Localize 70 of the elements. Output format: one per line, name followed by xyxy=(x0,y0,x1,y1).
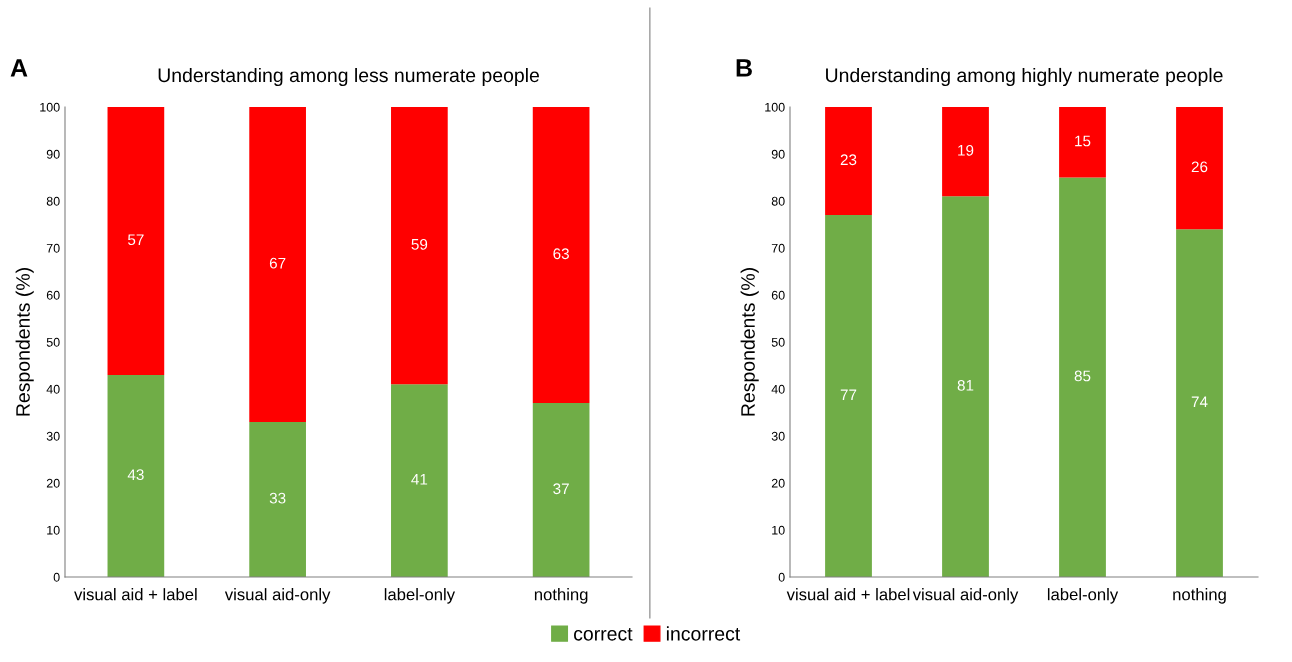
data-label: 23 xyxy=(840,154,857,166)
chart-title: Understanding among less numerate people xyxy=(158,67,539,87)
y-tick-label: 20 xyxy=(46,478,60,488)
y-tick-label: 50 xyxy=(771,337,785,347)
data-label: 63 xyxy=(553,248,569,260)
data-label: 26 xyxy=(1191,161,1208,173)
y-tick-label: 30 xyxy=(771,431,785,441)
y-tick-label: 0 xyxy=(53,572,60,582)
x-tick-label: visual aid + label xyxy=(786,588,910,601)
x-tick-label: nothing xyxy=(534,588,588,604)
text: A xyxy=(10,59,28,77)
chart-title: Understanding among highly numerate people xyxy=(826,67,1223,87)
bar xyxy=(532,107,590,404)
legend-label: correct xyxy=(574,627,633,641)
data-label: 74 xyxy=(1191,396,1208,408)
y-tick-label: 80 xyxy=(771,196,785,206)
bar xyxy=(825,107,872,216)
bar xyxy=(107,107,165,375)
y-tick-label: 40 xyxy=(771,384,785,394)
data-label: 37 xyxy=(553,483,569,495)
data-label: 19 xyxy=(958,144,974,156)
data-label: 77 xyxy=(840,389,857,400)
bar xyxy=(1176,229,1223,577)
y-tick-label: 60 xyxy=(46,290,60,300)
bar xyxy=(391,107,448,385)
data-label: 67 xyxy=(269,257,286,269)
x-tick-label: visual aid-only xyxy=(912,588,1019,604)
data-label: 33 xyxy=(269,492,286,504)
x-tick-label: visual aid-only xyxy=(224,588,331,604)
bar xyxy=(249,107,306,422)
bar xyxy=(825,215,872,577)
y-axis-title: Respondents (%) xyxy=(15,268,34,416)
x-tick-label: visual aid + label xyxy=(74,588,197,601)
data-label: 85 xyxy=(1074,370,1091,382)
bar xyxy=(391,384,448,577)
y-tick-label: 100 xyxy=(765,102,785,112)
data-label: 41 xyxy=(411,474,428,485)
data-label: 43 xyxy=(127,469,144,481)
data-label: 15 xyxy=(1075,135,1091,147)
data-label: 81 xyxy=(957,379,974,391)
legend-label: incorrect xyxy=(666,626,741,641)
data-label: 59 xyxy=(411,238,428,250)
bar xyxy=(1059,177,1106,577)
y-tick-label: 70 xyxy=(46,243,60,253)
x-tick-label: label-only xyxy=(384,588,456,604)
x-tick-label: nothing xyxy=(1173,588,1226,604)
bar xyxy=(942,107,989,197)
bar xyxy=(107,374,165,577)
data-label: 57 xyxy=(127,234,144,246)
y-tick-label: 30 xyxy=(46,431,60,441)
y-axis-title: Respondents (%) xyxy=(740,268,759,416)
y-tick-label: 50 xyxy=(46,337,60,347)
y-tick-label: 80 xyxy=(46,196,60,206)
bar xyxy=(1059,107,1106,178)
x-tick-label: label-only xyxy=(1047,588,1119,604)
text: B xyxy=(736,59,752,77)
y-tick-label: 20 xyxy=(771,478,785,488)
y-tick-label: 10 xyxy=(772,525,785,535)
y-tick-label: 70 xyxy=(771,243,785,253)
bar xyxy=(942,196,989,577)
y-tick-label: 60 xyxy=(771,290,785,300)
bar xyxy=(1176,107,1223,230)
y-tick-label: 10 xyxy=(47,525,60,535)
bar xyxy=(532,403,590,577)
bar xyxy=(249,421,306,577)
y-tick-label: 90 xyxy=(46,149,60,159)
y-tick-label: 40 xyxy=(46,384,60,394)
y-tick-label: 0 xyxy=(778,572,785,582)
y-tick-label: 100 xyxy=(40,102,60,112)
y-tick-label: 90 xyxy=(771,149,785,159)
